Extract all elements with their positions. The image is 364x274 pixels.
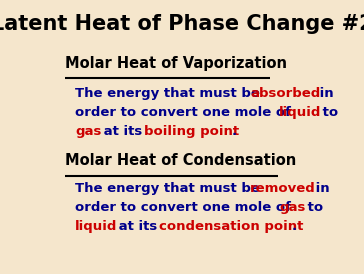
- Text: condensation point: condensation point: [158, 220, 303, 233]
- Text: in: in: [311, 182, 330, 195]
- Text: liquid: liquid: [75, 220, 118, 233]
- Text: at its: at its: [99, 125, 147, 138]
- Text: .: .: [292, 220, 297, 233]
- Text: gas: gas: [75, 125, 102, 138]
- Text: The energy that must be: The energy that must be: [75, 182, 265, 195]
- Text: at its: at its: [114, 220, 162, 233]
- Text: order to convert one mole of: order to convert one mole of: [75, 106, 296, 119]
- Text: liquid: liquid: [279, 106, 321, 119]
- Text: gas: gas: [279, 201, 305, 214]
- Text: order to convert one mole of: order to convert one mole of: [75, 201, 296, 214]
- Text: .: .: [232, 125, 237, 138]
- Text: to: to: [318, 106, 338, 119]
- Text: to: to: [303, 201, 324, 214]
- Text: in: in: [315, 87, 334, 100]
- Text: Molar Heat of Vaporization: Molar Heat of Vaporization: [65, 56, 287, 71]
- Text: boiling point: boiling point: [144, 125, 239, 138]
- Text: removed: removed: [250, 182, 316, 195]
- Text: absorbed: absorbed: [250, 87, 320, 100]
- Text: Latent Heat of Phase Change #2: Latent Heat of Phase Change #2: [0, 14, 364, 34]
- Text: The energy that must be: The energy that must be: [75, 87, 265, 100]
- Text: Molar Heat of Condensation: Molar Heat of Condensation: [65, 153, 296, 168]
